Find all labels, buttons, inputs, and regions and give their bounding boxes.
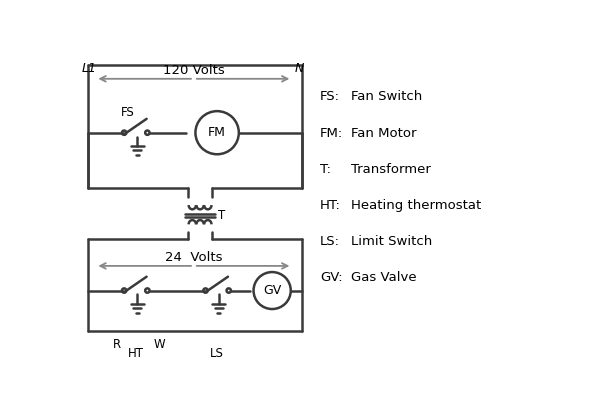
- Text: 24  Volts: 24 Volts: [165, 251, 222, 264]
- Text: R: R: [113, 338, 122, 350]
- Text: FS:: FS:: [320, 90, 340, 103]
- Text: HT:: HT:: [320, 199, 341, 212]
- Text: GV:: GV:: [320, 271, 343, 284]
- Text: T: T: [218, 208, 225, 222]
- Text: GV: GV: [263, 284, 281, 297]
- Text: Transformer: Transformer: [351, 163, 431, 176]
- Text: LS: LS: [210, 347, 224, 360]
- Text: FM: FM: [208, 126, 226, 139]
- Text: Heating thermostat: Heating thermostat: [351, 199, 481, 212]
- Text: Gas Valve: Gas Valve: [351, 271, 417, 284]
- Text: 120 Volts: 120 Volts: [163, 64, 225, 77]
- Text: Fan Switch: Fan Switch: [351, 90, 422, 103]
- Text: W: W: [153, 338, 165, 350]
- Text: N: N: [294, 62, 304, 75]
- Text: Fan Motor: Fan Motor: [351, 126, 417, 140]
- Text: HT: HT: [128, 347, 144, 360]
- Text: L1: L1: [81, 62, 97, 75]
- Text: Limit Switch: Limit Switch: [351, 235, 432, 248]
- Text: FM:: FM:: [320, 126, 343, 140]
- Text: T:: T:: [320, 163, 331, 176]
- Text: FS: FS: [121, 106, 135, 119]
- Text: LS:: LS:: [320, 235, 340, 248]
